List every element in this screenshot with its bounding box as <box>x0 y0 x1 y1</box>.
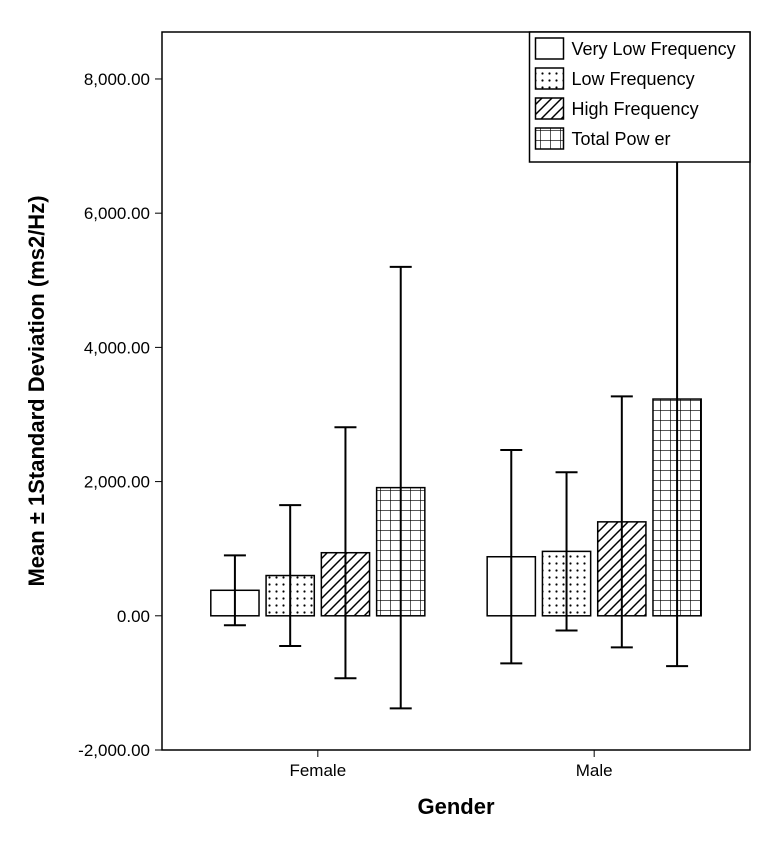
x-tick-label: Female <box>289 761 346 780</box>
y-tick-label: 0.00 <box>117 607 150 626</box>
chart-container: -2,000.00 0.00 2,000.00 4,000.00 6,000.00 8,0… <box>0 0 784 857</box>
legend-swatch-low <box>536 68 564 89</box>
bar-chart: -2,000.00 0.00 2,000.00 4,000.00 6,000.00 8,0… <box>0 0 784 857</box>
legend-label: Very Low Frequency <box>572 39 736 59</box>
legend-label: Total Pow er <box>572 129 671 149</box>
y-tick-label: 8,000.00 <box>84 70 150 89</box>
y-tick-label: 4,000.00 <box>84 338 150 357</box>
y-tick-label: 6,000.00 <box>84 204 150 223</box>
y-axis-title: Mean ± 1Standard Deviation (ms2/Hz) <box>24 195 49 586</box>
y-tick-label: 2,000.00 <box>84 473 150 492</box>
x-tick-label: Male <box>576 761 613 780</box>
legend-label: Low Frequency <box>572 69 695 89</box>
legend: Very Low Frequency Low Frequency High Freq… <box>530 32 751 162</box>
legend-label: High Frequency <box>572 99 699 119</box>
y-tick-label: -2,000.00 <box>78 741 150 760</box>
legend-swatch-high <box>536 98 564 119</box>
legend-swatch-very_low <box>536 38 564 59</box>
legend-swatch-total <box>536 128 564 149</box>
x-axis-title: Gender <box>417 794 494 819</box>
